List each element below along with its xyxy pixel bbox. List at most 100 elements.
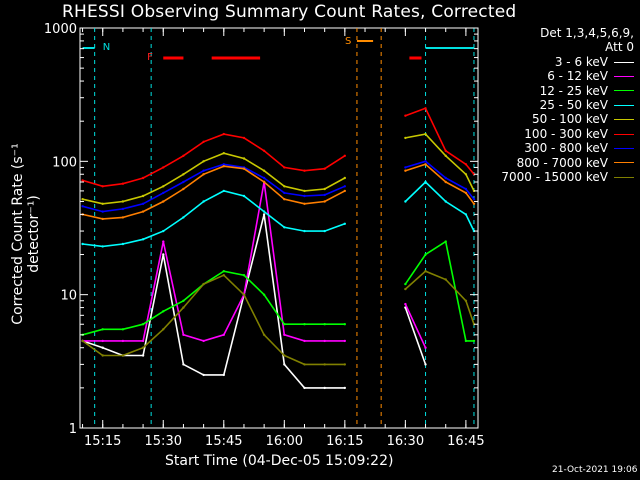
series-point [121,200,125,203]
series-point [343,339,346,343]
series-point [162,185,165,188]
series-line [404,270,475,325]
series-point [262,149,266,152]
series-point [303,386,306,390]
legend-swatch [614,75,634,77]
series-point [343,185,346,188]
series-point [182,173,185,176]
series-point [101,202,104,205]
series-point [343,386,346,390]
series-point [162,200,165,203]
footer-timestamp: 21-Oct-2021 19:06 [552,465,638,475]
flag-label: S [345,36,351,47]
legend-swatch [614,147,634,149]
series-point [141,238,145,241]
series-point [343,176,346,180]
series-point [162,229,165,233]
series-point [262,210,266,213]
y-tick-label: 1000 [44,22,77,37]
series-point [424,363,427,366]
series-point [404,169,407,172]
series-point [424,163,427,166]
series-point [182,363,185,366]
legend-label: 800 - 7000 keV [516,155,608,170]
series-point [121,339,125,343]
series-point [202,339,205,343]
x-tick-label: 15:45 [205,434,242,449]
legend-entry: 6 - 12 keV [501,69,634,83]
flag-label: N [103,42,110,53]
series-point [222,373,225,377]
legend-swatch [614,176,634,178]
series-point [162,191,165,195]
y-tick-label: 10 [60,289,77,304]
series-point [141,194,145,198]
series-point [464,213,468,216]
series-point [464,191,468,195]
series-point [242,136,246,140]
series-point [101,217,104,221]
series-point [242,157,246,160]
legend-label: 50 - 100 keV [531,112,608,127]
x-tick-label: 16:30 [387,434,424,449]
series-point [343,363,346,366]
legend-swatch [614,104,634,106]
series-point [101,185,104,188]
series-point [121,216,125,219]
series-point [404,282,407,286]
plot-frame [79,27,479,429]
series-point [81,242,84,246]
series-point [323,229,326,233]
series-point [262,213,266,216]
legend-label: 100 - 300 keV [524,126,608,141]
series-point [101,354,104,357]
series-point [424,270,427,273]
series-point [283,354,286,357]
series-point [464,299,468,302]
series-point [81,179,84,182]
series-point [162,328,165,331]
series-point [323,323,326,326]
series-point [424,160,427,163]
y-tick-label: 100 [52,155,77,170]
series-point [162,310,165,313]
series-point [141,202,145,205]
series-point [101,245,104,248]
series-point [464,187,468,191]
series-point [202,173,205,176]
series-point [81,198,84,201]
legend-swatch [614,90,634,92]
series-point [121,182,125,185]
series-point [202,200,205,203]
series-point [303,339,306,343]
series-point [202,373,205,377]
series-point [121,207,125,211]
series-point [404,114,407,117]
series-point [141,176,145,180]
x-tick-label: 16:15 [326,434,363,449]
x-tick-label: 16:00 [266,434,303,449]
series-point [202,140,205,143]
legend-entry: 300 - 800 keV [501,141,634,155]
legend-label: 3 - 6 keV [554,54,608,69]
series-point [182,333,185,336]
series-point [202,169,205,172]
series-point [472,339,476,343]
series-point [424,132,427,136]
legend-swatch [614,61,634,63]
series-point [424,107,427,110]
series-point [343,154,346,157]
series-point [303,194,306,198]
series-point [444,176,447,180]
legend-header: Att 0 [605,40,634,55]
legend-entry: 50 - 100 keV [501,112,634,126]
series-point [242,293,246,296]
series-point [162,166,165,169]
series-point [202,160,205,163]
series-point [121,242,125,246]
series-point [444,200,447,203]
series-point [121,354,125,357]
series-line [404,303,427,349]
series-point [262,180,266,184]
